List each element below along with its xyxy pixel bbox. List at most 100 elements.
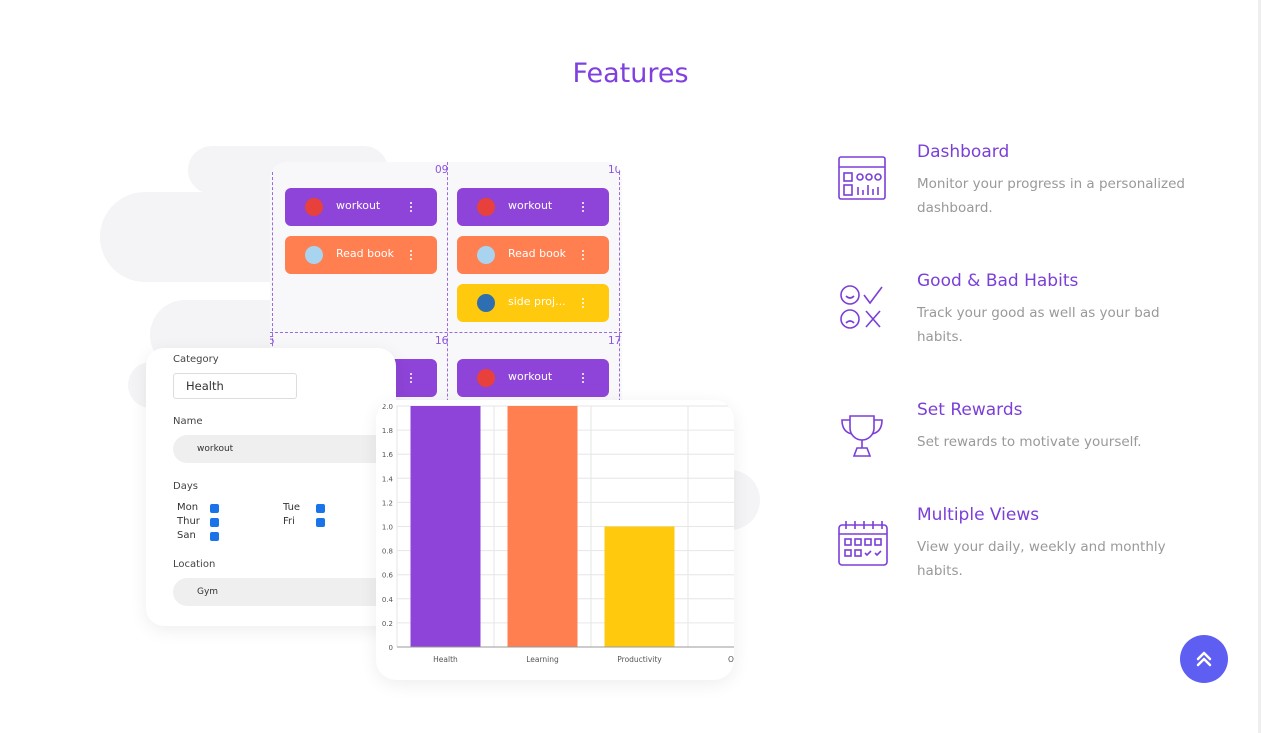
scroll-top-button[interactable] [1180, 635, 1228, 683]
menu-dot [582, 202, 584, 204]
task-name: workout [508, 370, 553, 383]
menu-dot [582, 381, 584, 383]
x-tick-label: Health [433, 655, 458, 664]
feature-icon [836, 283, 892, 335]
y-tick-label: 1.4 [382, 475, 394, 483]
x-tick-label: Productivity [617, 655, 662, 664]
task-name: Read book [508, 247, 566, 260]
grid-line [272, 172, 273, 452]
menu-dot [582, 250, 584, 252]
menu-dot [582, 210, 584, 212]
task-chip[interactable]: workout [457, 359, 609, 397]
day-label: 5 [270, 335, 275, 347]
icon [841, 415, 883, 457]
task-icon [477, 246, 495, 264]
checkbox[interactable] [210, 518, 219, 527]
checkbox[interactable] [210, 532, 219, 541]
icon [840, 285, 883, 329]
task-chip[interactable]: Read book [457, 236, 609, 274]
checkbox[interactable] [316, 504, 325, 513]
checkbox[interactable] [316, 518, 325, 527]
feature-icon [836, 412, 892, 464]
task-chip[interactable]: side proj... [457, 284, 609, 322]
label: Days [173, 481, 198, 492]
label: Category [173, 354, 219, 365]
menu-dot [410, 381, 412, 383]
day-label: 17 [608, 335, 622, 347]
y-tick-label: 1.8 [382, 427, 393, 435]
grid-line [619, 172, 620, 452]
day-name: San [177, 530, 196, 541]
feature-icon [836, 154, 892, 206]
y-tick-label: 1.6 [382, 451, 394, 459]
menu-dot [410, 377, 412, 379]
y-tick-label: 0.6 [382, 572, 394, 580]
menu-dot [410, 250, 412, 252]
task-chip[interactable]: workout [457, 188, 609, 226]
menu-dot [582, 373, 584, 375]
x-tick-label: Learning [526, 655, 559, 664]
icon [838, 521, 888, 566]
grid-line [270, 332, 622, 333]
feature-title: Set Rewards [917, 400, 1023, 420]
feature-desc: View your daily, weekly and monthly habi… [917, 539, 1166, 579]
checkbox[interactable] [210, 504, 219, 513]
task-name: workout [336, 199, 381, 212]
menu-dot [582, 254, 584, 256]
task-icon [477, 198, 495, 216]
scrollbar-edge [1258, 0, 1261, 733]
menu-dot [410, 373, 412, 375]
x-tick-label: O [728, 655, 734, 664]
bar [604, 526, 675, 647]
feature-title: Dashboard [917, 142, 1010, 162]
task-name: workout [508, 199, 553, 212]
feature-desc: Set rewards to motivate yourself. [917, 434, 1142, 450]
menu-dot [410, 210, 412, 212]
day-label: 16 [435, 335, 449, 347]
y-tick-label: 1.2 [382, 499, 393, 507]
menu-dot [410, 206, 412, 208]
menu-dot [582, 206, 584, 208]
feature-title: Multiple Views [917, 505, 1040, 525]
location-input[interactable]: Gym [173, 578, 397, 606]
menu-dot [410, 254, 412, 256]
feature-desc: Track your good as well as your bad habi… [917, 305, 1160, 345]
bar [410, 406, 481, 647]
task-icon [305, 198, 323, 216]
menu-dot [582, 377, 584, 379]
task-icon [477, 369, 495, 387]
chart-card: 0 0.2 0.4 0.6 0.8 1.0 1.2 1.4 1.6 1.8 2.0 Health Lea… [376, 400, 734, 680]
label: Name [173, 416, 203, 427]
category-input[interactable]: Health [173, 373, 297, 399]
task-icon [477, 294, 495, 312]
menu-dot [582, 302, 584, 304]
task-chip[interactable]: workout [285, 188, 437, 226]
y-tick-label: 1.0 [382, 524, 393, 532]
day-name: Thur [177, 516, 200, 527]
chevron-icon [1196, 651, 1212, 667]
y-tick-label: 2.0 [382, 403, 393, 411]
y-tick-label: 0.4 [382, 596, 394, 604]
grid-line [447, 162, 448, 452]
task-icon [305, 246, 323, 264]
menu-dot [582, 306, 584, 308]
day-name: Mon [177, 502, 199, 513]
feature-icon [836, 517, 892, 569]
bar [507, 406, 578, 647]
menu-dot [582, 258, 584, 260]
day-name: Fri [283, 516, 295, 527]
feature-title: Good & Bad Habits [917, 271, 1079, 291]
label: Location [173, 559, 216, 570]
day-label: 10 [608, 164, 622, 176]
task-chip[interactable]: Read book [285, 236, 437, 274]
task-name: Read book [336, 247, 394, 260]
name-input[interactable]: workout [173, 435, 397, 463]
y-tick-label: 0.2 [382, 620, 393, 628]
task-name: side proj... [508, 295, 566, 308]
day-name: Tue [283, 502, 301, 513]
y-tick-label: 0 [389, 644, 393, 652]
chart: 0 0.2 0.4 0.6 0.8 1.0 1.2 1.4 1.6 1.8 2.0 Health Lea… [382, 403, 734, 664]
form-card: Category Health Name workout Days Locati… [146, 348, 397, 626]
menu-dot [582, 298, 584, 300]
